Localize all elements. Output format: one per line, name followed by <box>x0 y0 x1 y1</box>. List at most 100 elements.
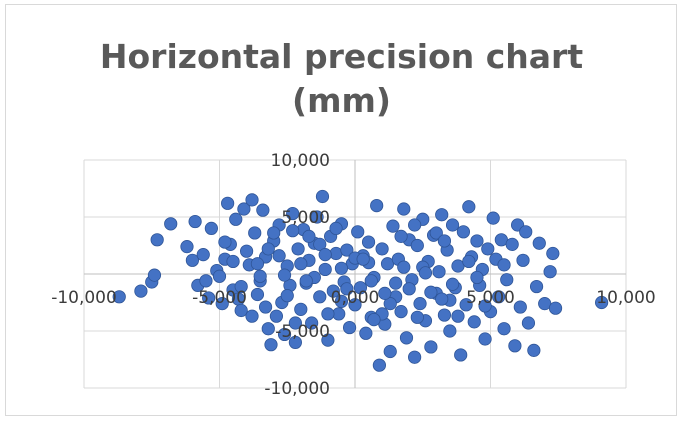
data-point <box>435 292 449 306</box>
y-tick-label: 5,000 <box>281 208 330 228</box>
y-tick-label: -10,000 <box>264 379 330 399</box>
data-point <box>212 269 227 283</box>
data-point <box>299 274 313 288</box>
data-point <box>240 244 254 258</box>
data-point <box>389 276 403 290</box>
data-point <box>497 258 511 272</box>
data-point <box>288 335 302 349</box>
data-point <box>375 242 389 256</box>
data-point <box>481 242 495 256</box>
data-point <box>394 229 408 243</box>
data-point <box>359 326 373 340</box>
data-point <box>310 210 324 224</box>
data-point <box>329 221 343 235</box>
y-tick-label: -5,000 <box>275 322 330 342</box>
data-point <box>364 274 378 288</box>
data-point <box>315 189 330 204</box>
data-point <box>454 348 468 362</box>
data-point <box>546 246 560 261</box>
data-point <box>277 268 292 282</box>
data-point <box>478 332 492 346</box>
axes <box>84 160 626 388</box>
data-point <box>305 316 319 330</box>
data-point <box>351 225 365 239</box>
data-point <box>497 322 511 336</box>
x-tick-label: 5,000 <box>466 288 515 308</box>
data-point <box>229 212 243 226</box>
data-points <box>112 189 609 372</box>
data-point <box>112 290 126 304</box>
data-point <box>318 248 332 262</box>
data-point <box>334 294 349 308</box>
data-point <box>370 199 384 213</box>
data-point <box>437 308 452 322</box>
data-point <box>196 248 210 262</box>
data-point <box>188 214 202 229</box>
data-point <box>470 270 484 285</box>
data-point <box>459 298 473 312</box>
data-point <box>443 324 457 338</box>
data-point <box>353 281 368 295</box>
data-point <box>521 316 536 330</box>
data-point <box>258 300 273 314</box>
data-point <box>399 331 414 345</box>
data-point <box>397 260 411 274</box>
data-point <box>445 218 460 232</box>
data-point <box>361 235 376 249</box>
data-point <box>248 226 262 240</box>
data-point <box>150 233 164 247</box>
data-point <box>383 344 397 359</box>
data-point <box>532 236 546 250</box>
data-point <box>256 203 270 217</box>
data-point <box>226 254 240 269</box>
data-point <box>467 315 481 329</box>
data-point <box>261 242 275 256</box>
data-point <box>516 253 530 267</box>
data-point <box>313 290 327 304</box>
data-point <box>250 257 265 271</box>
data-point <box>264 338 278 352</box>
data-point <box>245 193 259 207</box>
data-point <box>269 309 284 323</box>
data-point <box>435 208 449 222</box>
data-point <box>204 221 218 235</box>
data-point <box>340 243 354 257</box>
data-point <box>286 224 300 238</box>
data-point <box>424 340 438 354</box>
data-point <box>280 289 294 303</box>
data-point <box>505 237 519 251</box>
data-point <box>302 229 316 243</box>
data-point <box>462 254 476 269</box>
data-point <box>451 309 465 323</box>
data-point <box>527 343 541 357</box>
data-point <box>321 333 335 347</box>
data-point <box>221 196 235 210</box>
data-point <box>277 327 292 342</box>
data-point <box>218 235 232 249</box>
data-point <box>234 303 248 318</box>
data-point <box>470 234 484 248</box>
data-point <box>367 312 381 327</box>
data-point <box>432 265 446 279</box>
data-point <box>519 225 533 239</box>
data-point <box>513 300 527 314</box>
data-point <box>372 358 386 372</box>
data-point <box>313 237 327 251</box>
data-point <box>326 284 340 298</box>
x-tick-label: -10,000 <box>51 288 117 308</box>
data-point <box>492 290 506 304</box>
data-point <box>234 279 248 294</box>
data-point <box>334 261 349 275</box>
data-point <box>288 316 302 330</box>
data-point <box>418 266 433 280</box>
data-point <box>134 284 148 298</box>
data-point <box>437 234 452 248</box>
data-point <box>185 253 199 267</box>
data-point <box>410 310 424 324</box>
data-point <box>486 211 500 225</box>
data-point <box>410 238 424 253</box>
data-point <box>429 226 443 240</box>
data-point <box>529 279 544 294</box>
y-tick-label: 10,000 <box>271 151 330 171</box>
